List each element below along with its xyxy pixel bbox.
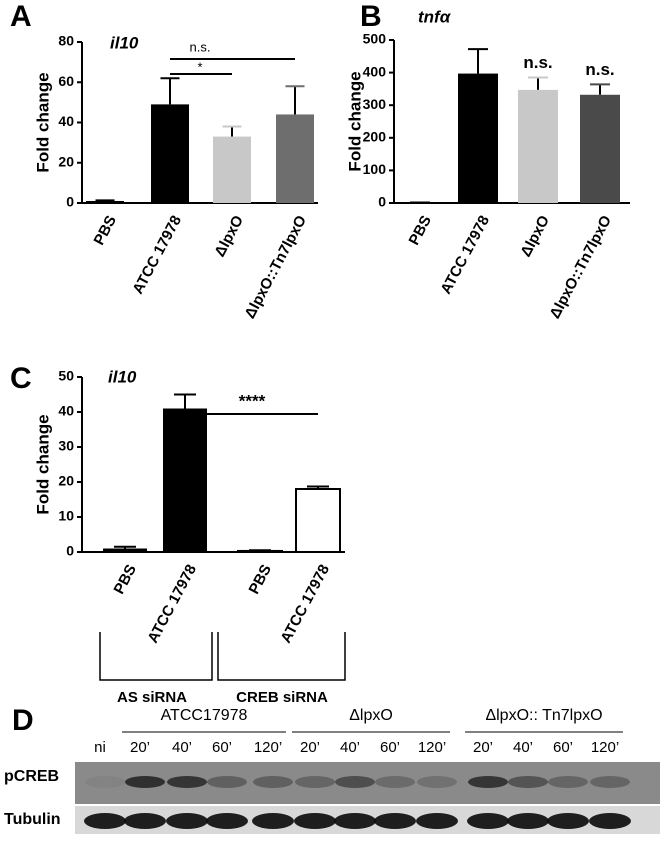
y-tick-label: 400: [363, 63, 387, 79]
y-tick-label: 60: [58, 73, 74, 89]
annotation: n.s.: [585, 60, 614, 79]
y-axis-label: Fold change: [33, 414, 52, 514]
bar: [276, 114, 314, 203]
band: [589, 813, 631, 829]
band: [85, 776, 125, 788]
band: [416, 813, 458, 829]
lane-label: 20’: [130, 739, 150, 756]
lane-label: 120’: [418, 739, 446, 756]
row-label: pCREB: [4, 768, 59, 785]
band: [590, 776, 630, 788]
band: [334, 813, 376, 829]
band: [467, 813, 509, 829]
y-tick-label: 500: [363, 31, 387, 47]
y-tick-label: 20: [58, 153, 74, 169]
panel-label: C: [10, 362, 32, 395]
group-label: AS siRNA: [117, 689, 187, 706]
group-label: CREB siRNA: [236, 689, 328, 706]
panel-label: D: [12, 704, 34, 737]
y-tick-label: 100: [363, 161, 387, 177]
bar: [580, 94, 620, 203]
band: [125, 776, 165, 788]
bar: [163, 408, 207, 552]
band: [508, 776, 548, 788]
band: [547, 813, 589, 829]
band: [253, 776, 293, 788]
y-axis-label: Fold change: [345, 71, 364, 171]
y-tick-label: 300: [363, 96, 387, 112]
lane-label: 60’: [380, 739, 400, 756]
bar: [458, 73, 498, 203]
lane-label: 60’: [212, 739, 232, 756]
panel-label: B: [360, 0, 382, 33]
group-label: ΔlpxO:: Tn7lpxO: [485, 707, 602, 724]
annotation: n.s.: [523, 53, 552, 72]
band: [374, 813, 416, 829]
bar: [518, 89, 558, 203]
lane-label: 20’: [300, 739, 320, 756]
y-axis-label: Fold change: [33, 72, 52, 172]
band: [124, 813, 166, 829]
band: [167, 776, 207, 788]
band: [507, 813, 549, 829]
y-tick-label: 20: [58, 473, 74, 489]
annotation: ****: [239, 391, 266, 410]
lane-label: 20’: [473, 739, 493, 756]
lane-label: 40’: [513, 739, 533, 756]
group-bracket: [217, 632, 346, 681]
bar: [213, 136, 251, 203]
band: [207, 776, 247, 788]
bar: [295, 488, 341, 553]
gene-title: tnfα: [418, 7, 452, 26]
y-tick-label: 30: [58, 438, 74, 454]
group-bracket: [99, 632, 213, 681]
band: [375, 776, 415, 788]
group-label: ATCC17978: [161, 707, 248, 724]
bar: [237, 549, 283, 554]
y-tick-label: 0: [66, 543, 74, 559]
y-tick-label: 0: [378, 194, 386, 210]
y-tick-label: 0: [66, 194, 74, 210]
bar: [151, 104, 189, 203]
y-tick-label: 40: [58, 403, 74, 419]
band: [417, 776, 457, 788]
gene-title: il10: [110, 33, 139, 52]
bar: [86, 200, 124, 203]
y-tick-label: 10: [58, 508, 74, 524]
band: [335, 776, 375, 788]
lane-label: 60’: [553, 739, 573, 756]
band: [166, 813, 208, 829]
band: [84, 813, 126, 829]
row-label: Tubulin: [4, 811, 61, 828]
lane-label: 120’: [591, 739, 619, 756]
panel-label: A: [10, 0, 32, 33]
band: [294, 813, 336, 829]
band: [468, 776, 508, 788]
y-tick-label: 40: [58, 113, 74, 129]
annotation: *: [197, 59, 202, 74]
lane-label: 40’: [340, 739, 360, 756]
lane-label: 120’: [254, 739, 282, 756]
y-tick-label: 80: [58, 33, 74, 49]
group-label: ΔlpxO: [349, 707, 393, 724]
y-tick-label: 200: [363, 129, 387, 145]
bar: [103, 548, 147, 552]
annotation: n.s.: [190, 39, 211, 54]
y-tick-label: 50: [58, 368, 74, 384]
lane-label: 40’: [172, 739, 192, 756]
band: [252, 813, 294, 829]
gene-title: il10: [108, 367, 137, 386]
band: [548, 776, 588, 788]
band: [295, 776, 335, 788]
band: [206, 813, 248, 829]
lane-label: ni: [94, 739, 106, 756]
